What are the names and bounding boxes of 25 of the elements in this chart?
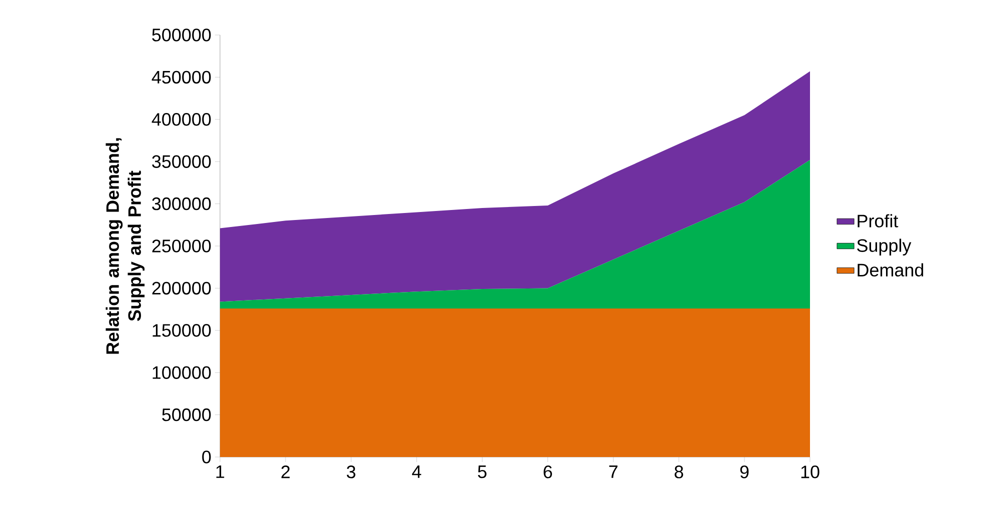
legend-label: Demand: [858, 263, 924, 276]
y-tick-label: 50000: [162, 408, 211, 422]
y-tick-label: 100000: [152, 366, 211, 379]
x-tick-label: 6: [544, 466, 552, 478]
x-tick-label: 3: [346, 466, 356, 478]
y-tick-label: 250000: [152, 240, 211, 252]
x-tick-label: 2: [281, 466, 290, 478]
x-tick-label: 10: [801, 466, 820, 478]
legend-label: Supply: [857, 238, 912, 256]
y-axis-title: Relation among Demand, Supply and Profit: [106, 138, 145, 354]
y-tick-label: 0: [202, 450, 211, 464]
y-tick-label: 350000: [152, 155, 211, 168]
y-tick-label: 450000: [152, 70, 211, 84]
y-tick-label: 150000: [152, 324, 211, 337]
y-tick-label: 200000: [152, 282, 211, 295]
legend-label: Profit: [858, 214, 898, 228]
x-tick-label: 7: [609, 466, 618, 478]
x-tick-label: 9: [740, 466, 749, 478]
x-tick-label: 1: [216, 466, 224, 478]
x-tick-label: 5: [478, 466, 486, 478]
y-tick-label: 500000: [152, 28, 211, 42]
y-tick-label: 400000: [152, 113, 211, 126]
x-tick-label: 8: [674, 466, 684, 478]
x-tick-label: 4: [412, 466, 422, 478]
y-tick-label: 300000: [152, 197, 211, 210]
